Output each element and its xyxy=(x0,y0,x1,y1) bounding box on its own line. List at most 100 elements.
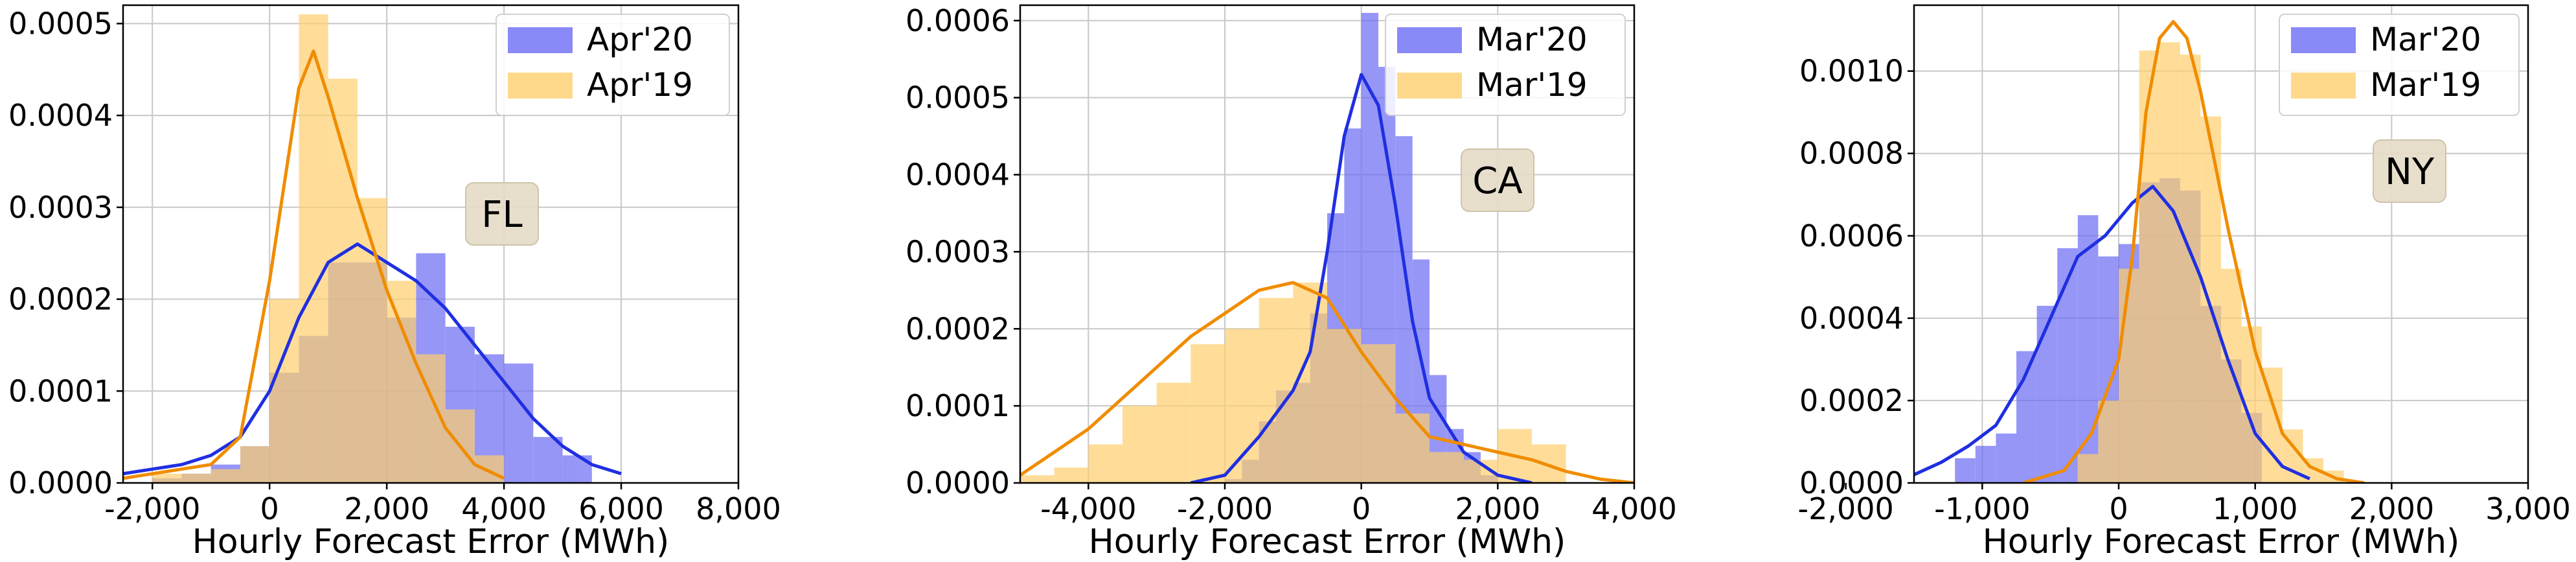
x-tick-label: -4,000 xyxy=(1040,491,1136,526)
legend-swatch xyxy=(508,27,573,53)
x-tick-label: 8,000 xyxy=(696,491,781,526)
histogram-bar xyxy=(387,281,416,483)
legend-swatch xyxy=(1397,27,1462,53)
histogram-bar xyxy=(1327,329,1362,483)
histogram-bar xyxy=(299,14,328,483)
x-tick-label: 1,000 xyxy=(2213,491,2298,526)
x-tick-label: -1,000 xyxy=(1934,491,2030,526)
histogram-bar xyxy=(1123,406,1157,483)
density-curve xyxy=(123,242,622,476)
x-axis: -4,000 -2,000 0 2,000 4,000 xyxy=(1040,483,1677,526)
x-tick-label: 0 xyxy=(1352,491,1371,526)
y-tick-label: 0.0005 xyxy=(8,6,113,41)
y-tick-label: 0.0002 xyxy=(906,311,1010,346)
histogram-bar xyxy=(240,446,270,483)
y-tick-label: 0.0004 xyxy=(8,98,113,133)
legend-swatch xyxy=(508,73,573,99)
histogram-bar xyxy=(2057,248,2078,483)
x-tick-label: 6,000 xyxy=(578,491,664,526)
plot-area xyxy=(1020,12,1634,483)
annotation-label: FL xyxy=(481,194,522,236)
legend-label: Apr'19 xyxy=(587,66,693,104)
histogram-bar xyxy=(533,437,563,483)
histogram-bar xyxy=(562,455,592,483)
legend-swatch xyxy=(2291,27,2356,53)
legend: Mar'20 Mar'19 xyxy=(2279,14,2520,116)
y-tick-label: 0.0006 xyxy=(906,3,1010,38)
axes-frame xyxy=(1913,4,2529,484)
histogram-bar xyxy=(1191,344,1225,483)
density-curve xyxy=(1020,281,1634,483)
annotation-label: NY xyxy=(2385,151,2435,193)
histogram-bar xyxy=(1395,414,1430,483)
x-axis: -2,000 0 2,000 4,000 6,000 8,000 xyxy=(104,483,781,526)
histogram-bar xyxy=(2160,42,2180,483)
histogram-bar xyxy=(1088,444,1123,483)
histogram-bar xyxy=(1054,467,1089,483)
histogram-bar xyxy=(504,363,534,483)
histogram-bar xyxy=(1532,444,1566,483)
histogram-bar xyxy=(2221,268,2242,483)
y-tick-label: 0.0006 xyxy=(1799,218,1904,253)
y-axis: 0.0000 0.0001 0.0002 0.0003 0.0004 0.0005 0.00… xyxy=(906,3,1020,500)
legend: Mar'20 Mar'19 xyxy=(1385,14,1626,116)
histogram-bar xyxy=(1361,344,1396,483)
histogram-bar xyxy=(2098,400,2119,483)
y-axis: 0.0000 0.0002 0.0004 0.0006 0.0008 0.0010 xyxy=(1799,54,1914,500)
legend-swatch xyxy=(2291,73,2356,99)
histogram-bar xyxy=(1975,445,1996,483)
density-curve xyxy=(123,49,505,480)
y-tick-label: 0.0002 xyxy=(8,282,113,317)
annotation-box xyxy=(1461,148,1534,212)
annotation-label: CA xyxy=(1472,160,1522,202)
histogram-bar xyxy=(1955,458,1976,483)
y-tick-label: 0.0008 xyxy=(1799,136,1904,171)
y-tick-label: 0.0003 xyxy=(906,234,1010,269)
y-tick-label: 0.0000 xyxy=(8,465,113,500)
legend-swatch xyxy=(1397,73,1462,99)
histogram-bar xyxy=(1156,382,1191,483)
y-tick-label: 0.0004 xyxy=(1799,301,1904,336)
x-axis: -2,000 -1,000 0 1,000 2,000 3,000 xyxy=(1798,483,2571,526)
annotation-box xyxy=(465,182,539,246)
x-axis-label: Hourly Forecast Error (MWh) xyxy=(1089,522,1566,561)
histogram-bar xyxy=(2139,50,2160,483)
state-annotation: CA xyxy=(1461,148,1534,212)
x-tick-label: 4,000 xyxy=(1591,491,1677,526)
x-tick-label: -2,000 xyxy=(1798,491,1894,526)
x-tick-label: 3,000 xyxy=(2485,491,2571,526)
state-annotation: FL xyxy=(465,182,539,246)
density-curve xyxy=(1914,185,2310,480)
x-axis-label: Hourly Forecast Error (MWh) xyxy=(1983,522,2460,561)
legend-label: Mar'19 xyxy=(2370,66,2481,104)
y-tick-label: 0.0000 xyxy=(1799,465,1904,500)
histogram-bar xyxy=(1020,475,1054,483)
state-annotation: NY xyxy=(2373,139,2446,203)
histogram-bar xyxy=(1225,329,1259,483)
plot-area xyxy=(123,14,622,483)
annotation-box xyxy=(2373,139,2446,203)
histogram-bar xyxy=(181,473,211,483)
y-tick-label: 0.0003 xyxy=(8,190,113,225)
histogram-bar xyxy=(1430,452,1464,483)
legend-label: Mar'20 xyxy=(2370,21,2481,58)
y-tick-label: 0.0004 xyxy=(906,158,1010,193)
legend-label: Apr'20 xyxy=(587,21,693,58)
legend: Apr'20 Apr'19 xyxy=(496,14,730,116)
x-axis-label: Hourly Forecast Error (MWh) xyxy=(192,522,670,561)
x-tick-label: 0 xyxy=(2109,491,2128,526)
histogram-bar xyxy=(1293,282,1327,483)
histogram-bar xyxy=(2119,268,2139,483)
histogram-bar xyxy=(328,78,358,483)
y-tick-label: 0.0000 xyxy=(906,465,1010,500)
chart-panel-ca: -4,000 -2,000 0 2,000 4,0000.00000.00010.000… xyxy=(906,3,1677,561)
histogram-series-b xyxy=(1020,282,1566,483)
x-tick-label: -2,000 xyxy=(1177,491,1273,526)
y-tick-label: 0.0002 xyxy=(1799,383,1904,418)
x-tick-label: -2,000 xyxy=(104,491,200,526)
y-tick-label: 0.0005 xyxy=(906,80,1010,115)
density-curve xyxy=(1190,73,1533,483)
x-tick-label: 0 xyxy=(260,491,279,526)
y-tick-label: 0.0010 xyxy=(1799,54,1904,89)
y-tick-label: 0.0001 xyxy=(8,373,113,408)
